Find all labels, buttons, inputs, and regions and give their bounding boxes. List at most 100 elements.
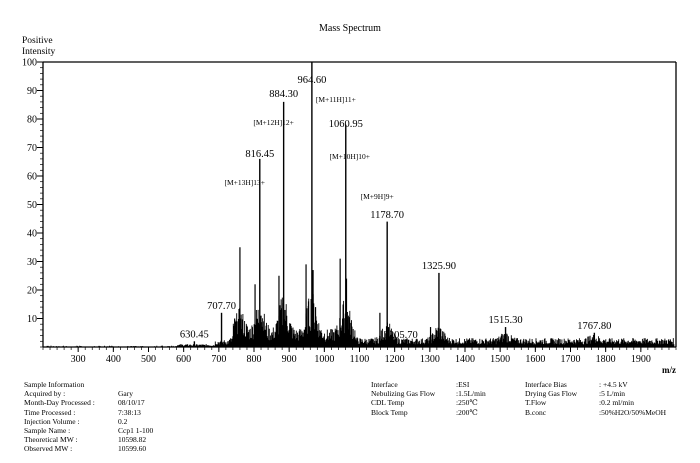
axes: 10 20 30 40 50 60 70 80 90 100 300 400 500 600 700 800 9… [22, 58, 677, 365]
info-value: Gary [118, 389, 133, 399]
info-row: Interface Bias : +4.5 kV [525, 380, 666, 389]
charge-state-annotation: [M+11H]11+ [316, 95, 356, 104]
sample-info-heading: Sample Information [24, 380, 85, 389]
info-key: B.conc [525, 407, 547, 417]
info-key: Sample Name : [24, 426, 71, 436]
x-tick-label: 600 [176, 354, 191, 365]
x-tick-label: 900 [282, 354, 297, 365]
info-value: 7:38:13 [118, 407, 141, 417]
x-tick-label: 1000 [314, 354, 334, 365]
info-key: Month-Day Processed : [24, 398, 95, 408]
info-value: 10599.60 [118, 444, 147, 454]
mass-spectrum-chart: Mass Spectrum Positive Intensity m/z 630… [22, 23, 677, 375]
info-key: Interface [371, 380, 398, 389]
info-key: Drying Gas Flow [525, 389, 578, 399]
x-tick-label: 1600 [525, 354, 545, 365]
instrument-params-right: Interface Bias : +4.5 kV Drying Gas Flow :5… [525, 380, 666, 417]
info-value: :ESI [456, 380, 470, 389]
peak-label: 1767.80 [577, 321, 611, 332]
peak-label: 707.70 [207, 301, 236, 312]
x-tick-label: 1800 [596, 354, 616, 365]
y-tick-label: 90 [27, 86, 37, 97]
info-key: T.Flow [525, 398, 547, 408]
info-key: Nebulizing Gas Flow [371, 389, 436, 399]
y-tick-label: 20 [27, 286, 37, 297]
peak-label: 884.30 [269, 89, 298, 100]
info-value: :200℃ [456, 407, 478, 417]
x-tick-label: 800 [247, 354, 262, 365]
labeled-peaks: 630.45 707.70 816.45 [M+13H]13+ 884.30 [M+12H… [180, 62, 611, 347]
info-row: Interface :ESI [371, 380, 486, 389]
info-row: Acquired by : Gary [24, 389, 153, 398]
info-value: : +4.5 kV [599, 380, 628, 389]
y-tick-label: 10 [27, 314, 37, 325]
y-tick-label: 70 [27, 143, 37, 154]
peak-label: 1515.30 [488, 315, 522, 326]
charge-state-annotation: [M+10H]10+ [329, 152, 370, 161]
x-tick-label: 700 [211, 354, 226, 365]
info-row: CDL Temp :250℃ [371, 398, 486, 407]
info-row: Drying Gas Flow :5 L/min [525, 389, 666, 398]
instrument-params-left: Interface :ESI Nebulizing Gas Flow :1.5L/mi… [371, 380, 486, 417]
info-value: :50%H2O/50%MeOH [599, 407, 667, 417]
x-tick-label: 500 [141, 354, 156, 365]
info-value: 08/10/17 [118, 398, 145, 408]
info-row: T.Flow :0.2 ml/min [525, 398, 666, 407]
y-tick-label: 80 [27, 115, 37, 126]
x-tick-label: 1200 [385, 354, 405, 365]
info-key: Time Processed : [24, 407, 76, 417]
info-key: Observed MW : [24, 444, 73, 454]
info-value: :1.5L/min [456, 389, 486, 399]
x-tick-label: 1900 [631, 354, 651, 365]
x-tick-label: 1700 [561, 354, 581, 365]
chart-title: Mass Spectrum [319, 23, 381, 34]
info-row: Block Temp :200℃ [371, 408, 486, 417]
info-key: Theoretical MW : [24, 435, 78, 445]
x-tick-label: 1100 [350, 354, 370, 365]
y-tick-label: 60 [27, 172, 37, 183]
y-tick-label: 40 [27, 229, 37, 240]
info-row: Month-Day Processed : 08/10/17 [24, 398, 153, 407]
info-key: Acquired by : [24, 389, 66, 399]
info-row: B.conc :50%H2O/50%MeOH [525, 408, 666, 417]
peak-label: 816.45 [245, 149, 274, 160]
info-value: :5 L/min [599, 389, 626, 399]
sample-information-panel: Sample Information Acquired by : Gary Mont… [24, 380, 153, 454]
info-value: :250℃ [456, 398, 478, 408]
peak-label: 1060.95 [329, 119, 363, 130]
charge-state-annotation: [M+9H]9+ [361, 192, 394, 201]
x-axis-label: m/z [662, 365, 676, 375]
info-key: Block Temp [371, 407, 408, 417]
peak-label: 964.60 [297, 75, 326, 86]
x-tick-label: 300 [71, 354, 86, 365]
info-row: Observed MW : 10599.60 [24, 444, 153, 453]
info-value: :0.2 ml/min [599, 398, 635, 408]
y-tick-label: 30 [27, 257, 37, 268]
info-row: Time Processed : 7:38:13 [24, 408, 153, 417]
x-tick-label: 400 [106, 354, 121, 365]
info-key: Injection Volume : [24, 416, 80, 426]
peak-label: 630.45 [180, 329, 209, 340]
info-value: 0.2 [118, 416, 128, 426]
x-tick-label: 1300 [420, 354, 440, 365]
info-row: Nebulizing Gas Flow :1.5L/min [371, 389, 486, 398]
y-axis-label-line2: Intensity [22, 47, 55, 57]
peak-label: 1325.90 [422, 261, 456, 272]
peak-label: 1205.70 [384, 330, 418, 341]
peak-label: 1178.70 [370, 210, 404, 221]
charge-state-annotation: [M+12H]12+ [253, 118, 294, 127]
y-tick-label: 100 [22, 58, 37, 69]
x-tick-label: 1500 [490, 354, 510, 365]
info-value: 10598.82 [118, 435, 147, 445]
info-key: Interface Bias [525, 380, 567, 389]
y-axis-label-line1: Positive [22, 36, 53, 46]
minor-peaks [234, 247, 441, 347]
charge-state-annotation: [M+13H]13+ [225, 178, 266, 187]
y-tick-label: 50 [27, 200, 37, 211]
info-row: Sample Name : Ccp1 1-100 [24, 426, 153, 435]
info-key: CDL Temp [371, 398, 405, 408]
x-tick-label: 1400 [455, 354, 475, 365]
info-row: Theoretical MW : 10598.82 [24, 435, 153, 444]
info-value: Ccp1 1-100 [118, 426, 154, 436]
info-row: Injection Volume : 0.2 [24, 417, 153, 426]
